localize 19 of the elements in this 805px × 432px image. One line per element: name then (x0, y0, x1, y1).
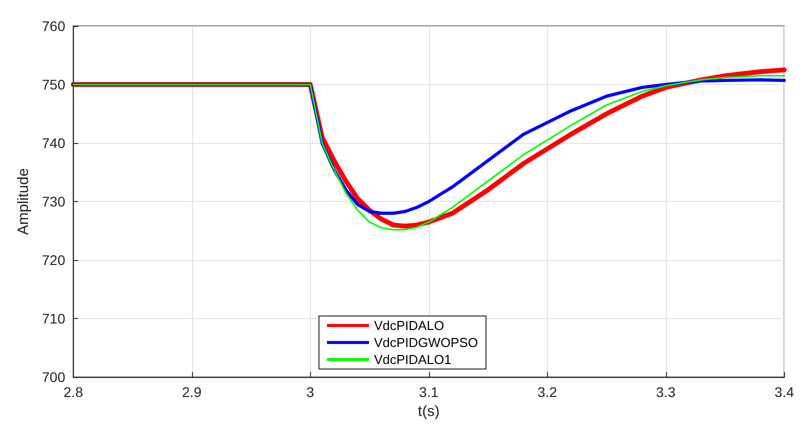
legend-label: VdcPIDGWOPSO (374, 335, 478, 350)
x-tick-label: 3.3 (656, 384, 676, 400)
y-tick-label: 720 (42, 252, 66, 268)
x-axis-title: t(s) (418, 403, 440, 420)
legend-label: VdcPIDALO1 (374, 352, 452, 367)
y-tick-label: 750 (42, 76, 66, 93)
legend-label: VdcPIDALO (374, 318, 444, 333)
y-tick-label: 710 (42, 310, 66, 327)
y-tick-label: 730 (42, 194, 66, 210)
y-tick-label: 760 (42, 18, 66, 34)
x-tick-label: 2.8 (64, 384, 84, 400)
y-axis-title: Amplitude (15, 168, 32, 235)
x-tick-label: 3 (306, 384, 314, 400)
y-tick-label: 740 (42, 135, 66, 152)
x-tick-label: 3.4 (774, 384, 794, 400)
x-tick-label: 2.9 (182, 384, 202, 400)
y-tick-label: 700 (42, 369, 66, 386)
x-tick-label: 3.2 (538, 384, 558, 400)
x-tick-label: 3.1 (419, 384, 439, 400)
